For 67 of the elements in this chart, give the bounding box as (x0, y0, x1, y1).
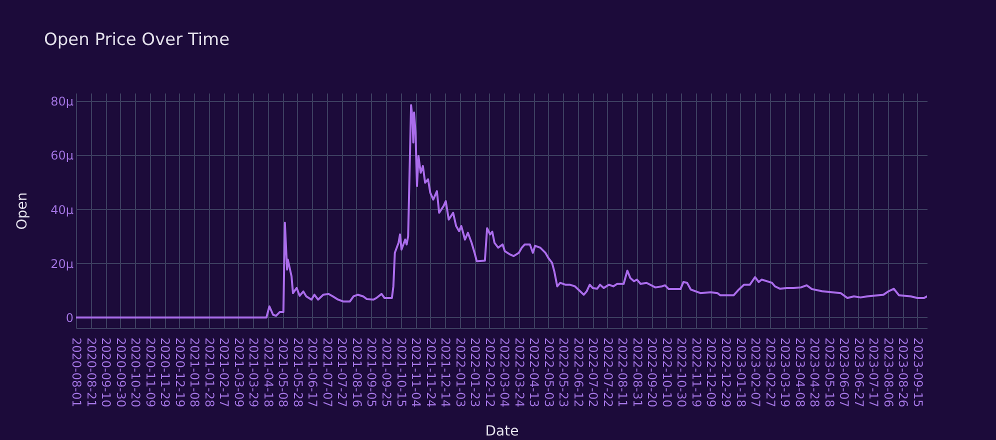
x-tick-label: 2022-02-12 (482, 338, 497, 408)
line-series (76, 104, 927, 318)
x-tick-label: 2021-07-27 (335, 338, 350, 408)
x-tick-label: 2021-11-24 (424, 338, 438, 408)
x-tick-label: 2022-04-13 (527, 338, 542, 408)
x-tick-label: 2023-03-19 (778, 338, 792, 408)
x-tick-label: 2023-04-08 (792, 338, 807, 408)
y-tick-label: 80µ (50, 94, 74, 109)
x-tick-label: 2021-04-18 (261, 338, 276, 408)
y-tick-label: 20µ (50, 256, 74, 271)
x-tick-label: 2023-05-18 (822, 338, 836, 408)
x-tick-label: 2020-08-01 (70, 338, 84, 408)
x-tick-label: 2023-04-28 (808, 338, 822, 408)
x-tick-label: 2021-09-25 (379, 338, 394, 408)
x-axis-title: Date (485, 424, 519, 440)
x-tick-label: 2021-11-04 (409, 338, 424, 408)
y-tick-label: 60µ (50, 148, 74, 163)
x-tick-label: 2021-03-29 (246, 338, 261, 408)
x-tick-label: 2023-06-27 (852, 338, 866, 408)
x-tick-label: 2021-07-07 (320, 338, 334, 408)
y-tick-label: 40µ (50, 202, 74, 217)
x-tick-label: 2021-01-28 (202, 338, 216, 408)
x-tick-label: 2021-02-17 (217, 338, 232, 408)
x-tick-label: 2020-09-10 (99, 338, 114, 408)
x-tick-label: 2020-10-20 (128, 338, 143, 408)
x-tick-label: 2023-09-15 (910, 338, 925, 408)
x-tick-label: 2023-02-07 (748, 338, 763, 408)
x-tick-label: 2023-08-26 (896, 338, 910, 408)
y-axis-title: Open (14, 192, 30, 230)
x-tick-label: 2022-03-04 (498, 338, 512, 408)
x-tick-label: 2022-03-24 (512, 338, 526, 408)
x-tick-label: 2022-05-23 (556, 338, 571, 408)
x-tick-label: 2022-01-03 (453, 338, 468, 408)
x-tick-label: 2023-06-07 (837, 338, 852, 408)
x-tick-label: 2023-02-27 (763, 338, 778, 408)
x-tick-label: 2023-08-06 (881, 338, 896, 408)
x-tick-label: 2022-07-02 (586, 338, 600, 408)
x-tick-label: 2020-12-19 (172, 338, 187, 408)
x-tick-label: 2022-05-03 (542, 338, 556, 408)
x-tick-label: 2022-01-23 (468, 338, 482, 408)
x-tick-label: 2021-09-05 (364, 338, 379, 408)
x-tick-label: 2023-07-17 (866, 338, 881, 408)
x-tick-label: 2022-10-30 (674, 338, 689, 408)
x-tick-label: 2020-11-29 (158, 338, 172, 408)
x-tick-label: 2022-07-22 (600, 338, 615, 408)
x-tick-label: 2020-11-09 (143, 338, 158, 408)
y-tick-label: 0 (66, 310, 74, 325)
x-tick-label: 2021-08-16 (350, 338, 364, 408)
x-tick-label: 2020-08-21 (84, 338, 98, 408)
x-tick-label: 2021-05-28 (290, 338, 305, 408)
x-tick-label: 2021-03-09 (232, 338, 246, 408)
x-tick-label: 2021-10-15 (394, 338, 408, 408)
x-tick-label: 2021-05-08 (276, 338, 290, 408)
x-tick-label: 2022-08-11 (616, 338, 630, 408)
x-tick-label: 2022-06-12 (571, 338, 586, 408)
x-tick-label: 2022-12-09 (704, 338, 718, 408)
x-tick-label: 2023-01-18 (734, 338, 748, 408)
x-tick-label: 2022-08-31 (630, 338, 644, 408)
chart-title: Open Price Over Time (44, 30, 230, 50)
x-tick-label: 2020-09-30 (114, 338, 128, 408)
x-tick-label: 2022-10-10 (660, 338, 674, 408)
x-tick-label: 2022-11-19 (689, 338, 704, 408)
x-tick-label: 2022-09-20 (645, 338, 660, 408)
x-tick-label: 2021-01-08 (188, 338, 202, 408)
x-tick-label: 2022-12-29 (719, 338, 734, 408)
x-tick-label: 2021-12-14 (438, 338, 453, 408)
x-tick-label: 2021-06-17 (306, 338, 320, 408)
